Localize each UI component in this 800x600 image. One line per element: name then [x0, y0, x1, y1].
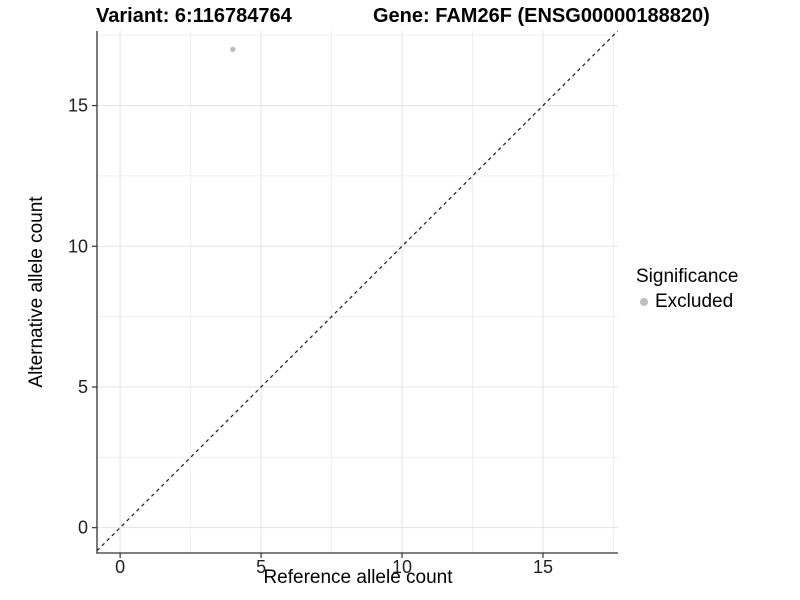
y-tick-label: 15: [68, 96, 88, 116]
x-tick-label: 5: [256, 557, 266, 577]
x-tick-label: 10: [392, 557, 412, 577]
y-tick-label: 0: [78, 518, 88, 538]
y-tick-label: 5: [78, 377, 88, 397]
plot-title-variant: Variant: 6:116784764: [96, 5, 292, 27]
legend-entry-label: Excluded: [655, 291, 734, 312]
plot-title-gene: Gene: FAM26F (ENSG00000188820): [373, 5, 710, 27]
legend: Significance Excluded: [636, 266, 738, 313]
x-tick-label: 15: [533, 557, 553, 577]
y-tick-label: 10: [68, 236, 88, 256]
x-axis-title: Reference allele count: [263, 567, 453, 588]
legend-point-icon: [640, 298, 648, 306]
legend-entry-excluded: Excluded: [636, 291, 738, 313]
legend-title: Significance: [636, 266, 739, 287]
identity-line: [96, 30, 619, 552]
x-tick-label: 0: [115, 557, 125, 577]
data-point: [230, 46, 236, 52]
